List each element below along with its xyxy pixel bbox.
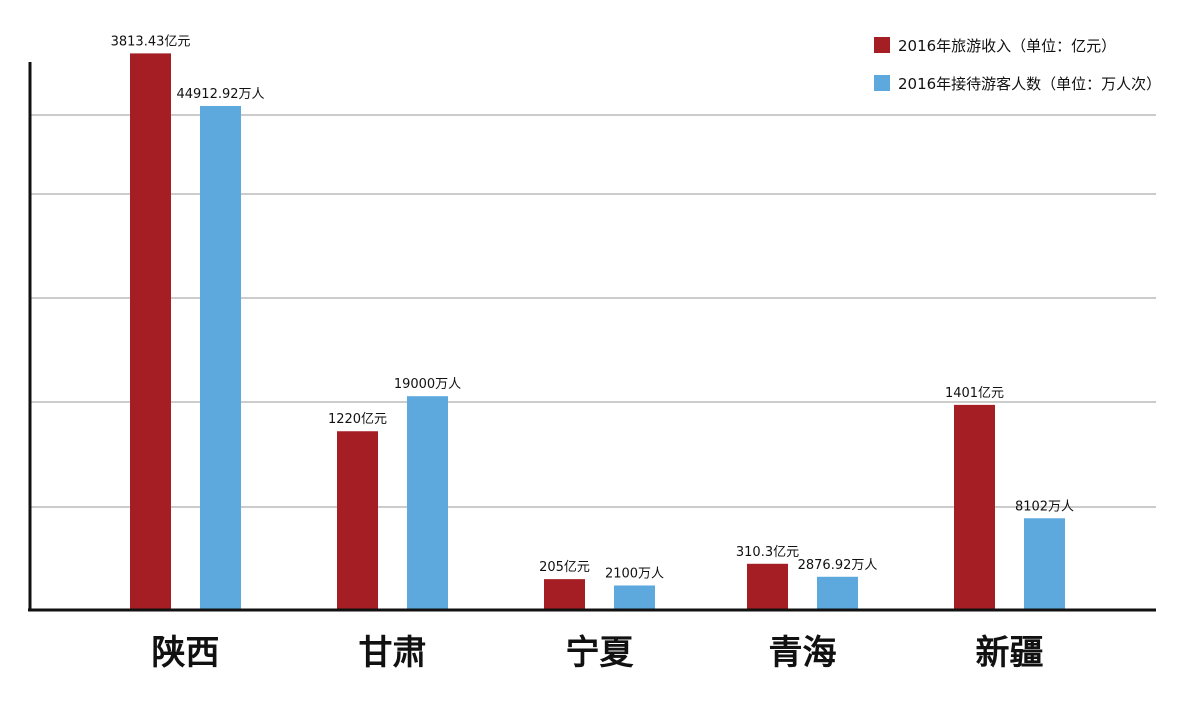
category-label: 宁夏 xyxy=(566,633,635,673)
data-label: 44912.92万人 xyxy=(176,87,264,102)
legend-item-visitors: 2016年接待游客人数（单位：万人次） xyxy=(874,64,1161,102)
legend-label-revenue: 2016年旅游收入（单位：亿元） xyxy=(898,36,1117,55)
bar-revenue xyxy=(544,579,585,609)
category-label: 新疆 xyxy=(976,633,1044,673)
legend-label-visitors: 2016年接待游客人数（单位：万人次） xyxy=(898,74,1162,93)
data-label: 3813.43亿元 xyxy=(111,34,191,49)
category-label: 陕西 xyxy=(152,633,220,673)
data-label: 8102万人 xyxy=(1015,499,1074,514)
legend: 2016年旅游收入（单位：亿元） 2016年接待游客人数（单位：万人次） xyxy=(874,26,1161,102)
data-label: 2876.92万人 xyxy=(798,558,878,573)
data-label: 205亿元 xyxy=(539,560,590,575)
legend-item-revenue: 2016年旅游收入（单位：亿元） xyxy=(874,26,1161,64)
category-label: 青海 xyxy=(769,633,837,673)
bar-revenue xyxy=(747,563,788,609)
bar-visitors xyxy=(200,105,241,610)
data-label: 1220亿元 xyxy=(328,412,387,427)
value-labels: 3813.43亿元 1220亿元 205亿元 310.3亿元 1401亿元 44912.9… xyxy=(111,34,1074,581)
data-label: 310.3亿元 xyxy=(736,545,799,560)
axes xyxy=(28,62,1156,612)
legend-swatch-visitors xyxy=(874,75,890,91)
bar-revenue xyxy=(954,404,995,609)
bars xyxy=(130,53,1065,610)
data-label: 1401亿元 xyxy=(945,386,1004,401)
bar-visitors xyxy=(1024,518,1065,609)
bar-revenue xyxy=(130,53,171,610)
category-label: 甘肃 xyxy=(359,633,427,673)
bar-visitors xyxy=(614,585,655,609)
bar-revenue xyxy=(337,431,378,609)
data-label: 2100万人 xyxy=(605,566,664,581)
data-label: 19000万人 xyxy=(394,377,461,392)
bar-visitors xyxy=(817,576,858,609)
legend-swatch-revenue xyxy=(874,37,890,53)
bar-visitors xyxy=(407,396,448,609)
category-labels: 陕西 甘肃 宁夏 青海 新疆 xyxy=(152,633,1044,673)
